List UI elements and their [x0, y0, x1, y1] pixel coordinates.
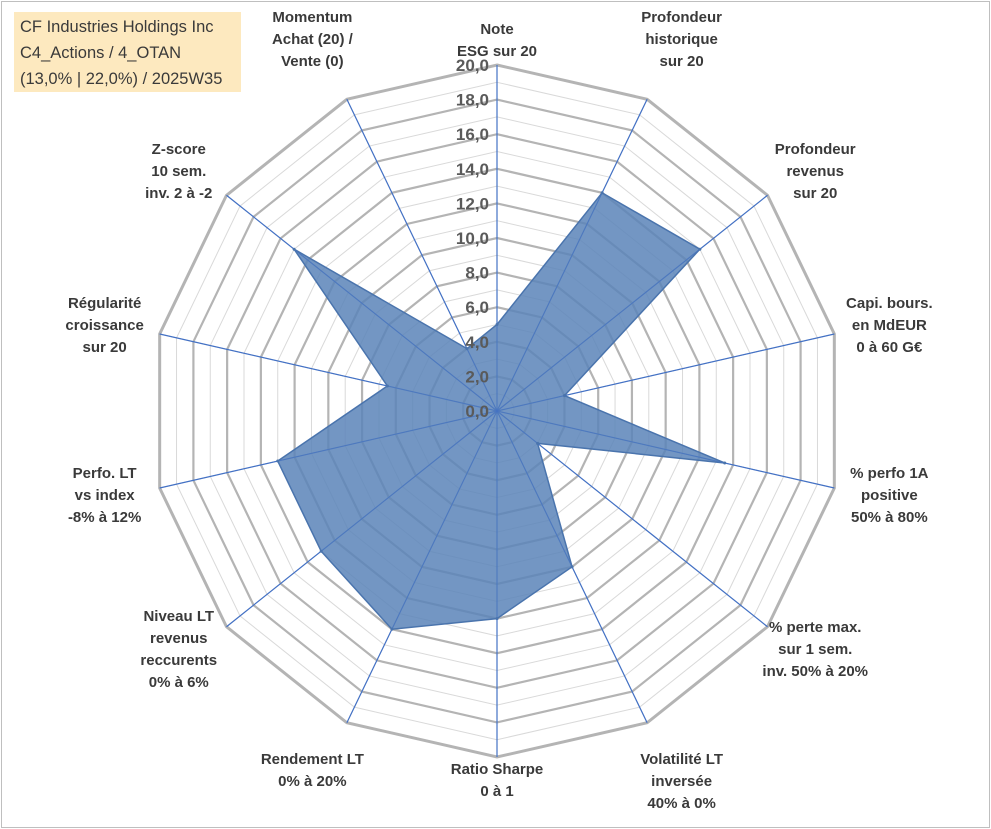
- series-point: [562, 394, 566, 398]
- axis-label-line: positive: [861, 487, 918, 505]
- axis-label-line: -8% à 12%: [67, 509, 142, 527]
- series-point: [495, 323, 499, 326]
- axis-label-line: Volatilité LT: [640, 750, 723, 768]
- axis-label-line: 0 à 60 G€: [856, 338, 923, 356]
- axis-label: Régularité croissance sur 20: [25, 293, 185, 359]
- axis-label-line: Profondeur: [774, 140, 856, 158]
- tick-label: 4,0: [465, 333, 489, 352]
- tick-label: 14,0: [456, 160, 489, 179]
- axis-label: Profondeur historique sur 20: [602, 7, 762, 73]
- tick-label: 18,0: [456, 91, 489, 110]
- axis-label-line: Capi. bours.: [846, 294, 933, 312]
- tick-label: 0,0: [465, 402, 489, 421]
- axis-spoke-overlay: [496, 410, 835, 489]
- axis-label-line: sur 20: [793, 184, 838, 202]
- series-point: [319, 549, 323, 553]
- axis-label-line: inv. 2 à -2: [145, 184, 213, 202]
- axis-label-line: revenus: [149, 630, 208, 648]
- series-point: [465, 347, 469, 351]
- axis-spoke-overlay: [159, 333, 498, 412]
- axis-label-line: Rendement LT: [260, 750, 364, 768]
- series-point: [390, 627, 394, 631]
- axis-label-line: 40% à 0%: [647, 794, 716, 812]
- axis-label-line: Régularité: [67, 294, 142, 312]
- axis-label-line: 0% à 6%: [148, 674, 209, 692]
- series-point: [292, 247, 296, 251]
- axis-spoke-overlay: [346, 410, 498, 723]
- axis-label: Note ESG sur 20: [417, 19, 577, 63]
- axis-label: Ratio Sharpe 0 à 1: [417, 759, 577, 803]
- axis-label-line: Perfo. LT: [72, 465, 137, 483]
- axis-label-line: Momentum: [272, 9, 353, 27]
- axis-label-line: % perte max.: [768, 619, 862, 637]
- title-line-stats: (13,0% | 22,0%) / 2025W35: [20, 70, 223, 88]
- axis-label-line: sur 20: [659, 53, 704, 71]
- axis-label: Momentum Achat (20) / Vente (0): [232, 7, 392, 73]
- axis-label-line: Profondeur: [641, 9, 723, 27]
- title-line-category: C4_Actions / 4_OTAN: [20, 44, 182, 62]
- axis-label-line: Ratio Sharpe: [450, 761, 544, 778]
- tick-label: 6,0: [465, 298, 489, 317]
- axis-label-line: 0% à 20%: [278, 772, 347, 790]
- axis-spoke-overlay: [496, 333, 835, 412]
- axis-spoke-overlay: [496, 410, 768, 628]
- axis-spoke-overlay: [496, 194, 768, 412]
- axis-label-line: 50% à 80%: [850, 509, 928, 527]
- series-point: [698, 247, 702, 251]
- axis-label-line: sur 20: [82, 338, 127, 356]
- axis-spoke-overlay: [226, 194, 498, 412]
- tick-label: 16,0: [456, 125, 489, 144]
- series-point: [385, 384, 389, 388]
- axis-label-line: Z-score: [151, 140, 206, 158]
- tick-label: 2,0: [465, 367, 489, 386]
- axis-label-line: % perfo 1A: [850, 465, 929, 483]
- series-point: [600, 191, 604, 195]
- series-point: [570, 565, 574, 569]
- series-point: [495, 617, 499, 621]
- axis-label-line: inversée: [651, 772, 713, 790]
- axis-label-line: croissance: [65, 316, 144, 334]
- tick-label: 20,0: [456, 56, 489, 75]
- axis-label-line: Niveau LT: [143, 608, 215, 626]
- title-line-company: CF Industries Holdings Inc: [20, 18, 214, 36]
- axis-label-line: Note: [480, 21, 514, 38]
- series-point: [723, 461, 727, 465]
- axis-label: Profondeur revenus sur 20: [735, 139, 895, 205]
- axis-label-line: inv. 50% à 20%: [762, 663, 869, 681]
- axis-label: % perfo 1A positive 50% à 80%: [809, 463, 969, 529]
- axis-label: Perfo. LT vs index -8% à 12%: [25, 463, 185, 529]
- tick-label: 10,0: [456, 229, 489, 248]
- axis-label: Volatilité LT inversée 40% à 0%: [602, 749, 762, 815]
- tick-label: 12,0: [456, 194, 489, 213]
- axis-label-line: sur 1 sem.: [778, 641, 853, 659]
- axis-spoke-overlay: [496, 99, 648, 412]
- axis-label: Rendement LT 0% à 20%: [232, 749, 392, 793]
- axis-label-line: 10 sem.: [151, 162, 207, 180]
- axis-label-line: Achat (20) /: [271, 31, 353, 49]
- axis-label: Capi. bours. en MdEUR 0 à 60 G€: [809, 293, 969, 359]
- axis-label: % perte max. sur 1 sem. inv. 50% à 20%: [735, 617, 895, 683]
- axis-label-line: reccurents: [140, 652, 218, 670]
- axis-label-line: 0 à 1: [480, 783, 514, 800]
- axis-label-line: Vente (0): [281, 53, 344, 71]
- axis-label-line: ESG sur 20: [456, 43, 538, 60]
- series-point: [536, 441, 540, 445]
- axis-spoke-overlay: [159, 410, 498, 489]
- tick-label: 8,0: [465, 264, 489, 283]
- axis-label-line: en MdEUR: [851, 316, 927, 334]
- axis-label: Niveau LT revenus reccurents 0% à 6%: [99, 606, 259, 694]
- axis-spoke-overlay: [346, 99, 498, 412]
- series-point: [276, 459, 280, 463]
- axis-spoke-overlay: [226, 410, 498, 628]
- axis-label-line: revenus: [786, 162, 844, 180]
- title-box: CF Industries Holdings Inc C4_Actions / …: [14, 12, 241, 92]
- axis-label-line: historique: [645, 31, 718, 49]
- axis-label-line: vs index: [74, 487, 135, 505]
- axis-label: Z-score 10 sem. inv. 2 à -2: [99, 139, 259, 205]
